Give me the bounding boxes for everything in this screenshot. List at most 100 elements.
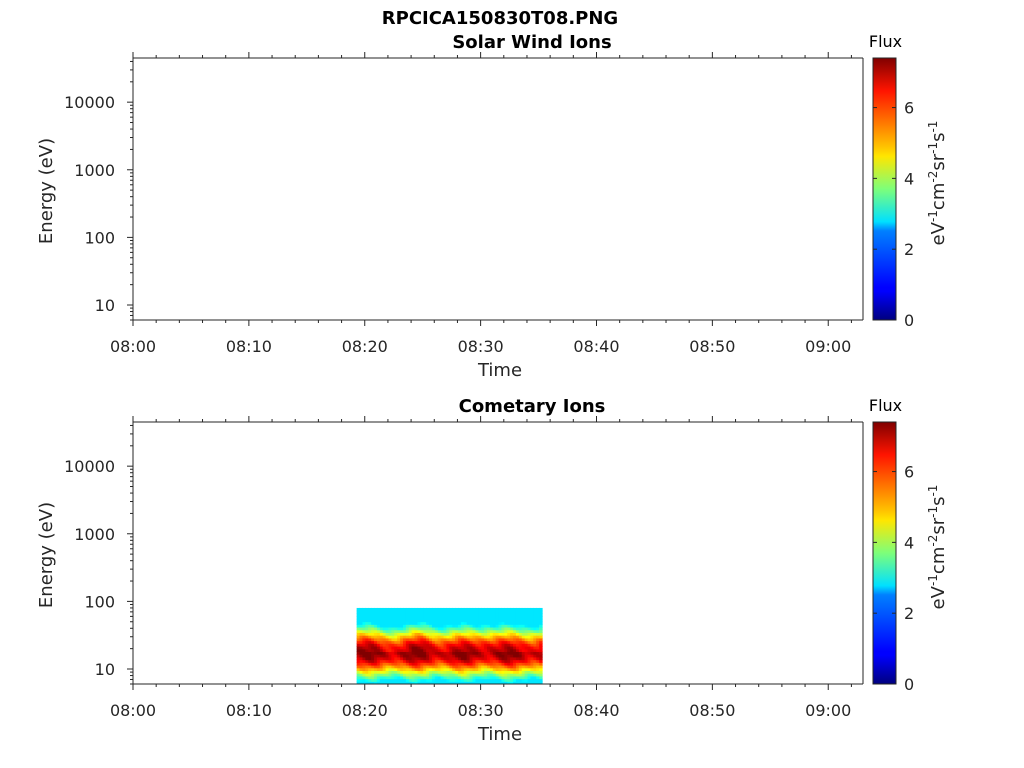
heatmap-cell [411,635,416,639]
heatmap-cell [515,629,520,633]
heatmap-cell [356,678,361,682]
heatmap-cell [414,678,419,682]
heatmap-cell [414,651,419,655]
heatmap-cell [458,610,462,614]
heatmap-cell [356,621,361,625]
heatmap-cell [475,659,479,663]
heatmap-cell [458,629,462,633]
heatmap-cell [510,613,514,617]
heatmap-cell [466,681,471,684]
heatmap-cell [408,651,413,655]
heatmap-cell [510,651,514,655]
heatmap-cell [362,624,366,628]
heatmap-cell [484,673,488,677]
heatmap-cell [376,607,381,612]
heatmap-cell [515,607,520,612]
heatmap-cell [504,618,508,623]
heatmap-cell [486,621,491,625]
heatmap-cell [518,656,523,661]
heatmap-cell [371,664,375,669]
heatmap-cell [382,648,387,653]
heatmap-cell [429,632,433,636]
heatmap-cell [481,613,485,617]
heatmap-cell [495,662,500,666]
heatmap-cell [539,664,543,669]
heatmap-cell [533,632,537,636]
heatmap-cell [420,678,424,682]
heatmap-cell [417,624,421,628]
heatmap-cell [443,654,448,658]
heatmap-cell [515,675,520,680]
heatmap-cell [437,659,442,663]
heatmap-cell [408,610,413,614]
heatmap-cell [376,610,381,614]
colorbar-tick-label: 0 [904,311,914,330]
heatmap-cell [498,624,503,628]
heatmap-cell [374,675,378,680]
heatmap-cell [400,613,404,617]
heatmap-cell [374,664,378,669]
heatmap-cell [452,656,456,661]
heatmap-cell [368,637,372,642]
heatmap-cell [492,654,497,658]
heatmap-cell [434,613,439,617]
heatmap-cell [382,629,387,633]
heatmap-cell [385,616,390,620]
heatmap-cell [469,673,474,677]
heatmap-cell [501,643,505,647]
heatmap-cell [527,610,532,614]
heatmap-cell [365,613,369,617]
heatmap-cell [423,654,427,658]
heatmap-cell [495,681,500,684]
heatmap-cell [510,645,514,650]
heatmap-cell [495,637,500,642]
heatmap-cell [492,635,497,639]
heatmap-cell [466,659,471,663]
heatmap-cell [408,635,413,639]
heatmap-cell [362,675,366,680]
heatmap-cell [379,664,384,669]
heatmap-cell [426,613,430,617]
heatmap-cell [365,616,369,620]
heatmap-cell [466,675,471,680]
heatmap-cell [466,610,471,614]
heatmap-cell [469,610,474,614]
heatmap-cell [501,637,505,642]
heatmap-cell [414,635,419,639]
heatmap-cell [481,648,485,653]
heatmap-cell [486,618,491,623]
heatmap-cell [431,621,436,625]
heatmap-cell [524,621,529,625]
heatmap-cell [469,616,474,620]
heatmap-cell [408,664,413,669]
heatmap-cell [515,640,520,644]
heatmap-cell [492,610,497,614]
heatmap-cell [533,635,537,639]
heatmap-cell [481,637,485,642]
heatmap-cell [437,681,442,684]
heatmap-cell [385,673,390,677]
x-tick-label: 08:20 [342,701,388,720]
heatmap-cell [426,610,430,614]
heatmap-cell [495,670,500,674]
heatmap-cell [536,645,540,650]
heatmap-cell [501,667,505,672]
heatmap-cell [489,613,494,617]
heatmap-cell [521,640,526,644]
heatmap-cell [414,664,419,669]
heatmap-cell [405,651,410,655]
heatmap-cell [402,675,407,680]
heatmap-cell [434,616,439,620]
heatmap-cell [475,645,479,650]
heatmap-cell [458,607,462,612]
heatmap-cell [515,681,520,684]
heatmap-cell [443,607,448,612]
heatmap-cell [504,621,508,625]
heatmap-cell [411,667,416,672]
heatmap-cell [495,629,500,633]
heatmap-cell [437,648,442,653]
heatmap-cell [397,654,401,658]
heatmap-cell [359,675,364,680]
heatmap-cell [469,632,474,636]
heatmap-cell [397,610,401,614]
